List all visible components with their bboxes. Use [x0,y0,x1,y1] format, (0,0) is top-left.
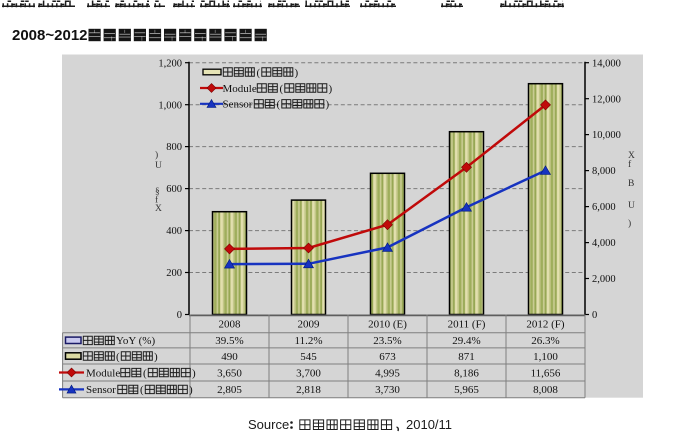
svg-text:YoY (%): YoY (%) [116,335,155,347]
svg-text:): ) [192,367,196,379]
svg-text:2,818: 2,818 [296,384,321,396]
svg-text:): ) [326,99,330,111]
svg-text:8,186: 8,186 [454,367,479,379]
svg-text:Module: Module [223,83,257,95]
svg-text:X: X [155,204,162,214]
svg-text:2,805: 2,805 [217,384,242,396]
svg-text:2011 (F): 2011 (F) [448,318,486,330]
svg-text:): ) [329,83,333,95]
svg-text:): ) [155,150,158,161]
svg-text:14,000: 14,000 [592,58,621,69]
svg-text:3,700: 3,700 [296,367,321,379]
svg-text:4,000: 4,000 [592,238,616,249]
svg-text:): ) [628,218,631,229]
svg-text:600: 600 [166,184,182,195]
svg-text:Source: Source [248,417,289,432]
svg-text:): ) [295,67,299,79]
svg-text:11.2%: 11.2% [294,335,322,347]
svg-text:1,200: 1,200 [158,58,182,69]
svg-text:Sensor: Sensor [223,99,253,111]
svg-text:5,965: 5,965 [454,384,479,396]
svg-text:X: X [628,151,635,161]
svg-text:10,000: 10,000 [592,130,621,141]
svg-text:2010 (E): 2010 (E) [368,318,407,330]
svg-text:2008: 2008 [219,318,242,330]
svg-text:200: 200 [166,268,182,279]
svg-text:490: 490 [221,351,238,363]
svg-text:Sensor: Sensor [86,384,116,396]
svg-text:3,650: 3,650 [217,367,242,379]
svg-text:26.3%: 26.3% [531,335,559,347]
svg-text:f: f [628,159,632,170]
svg-text:2,000: 2,000 [592,274,616,285]
svg-text:1,000: 1,000 [158,100,182,111]
svg-text:11,656: 11,656 [531,367,561,379]
svg-text:(: ( [143,367,147,379]
svg-text:8,008: 8,008 [533,384,558,396]
svg-text:): ) [154,351,158,363]
svg-text:Module: Module [86,367,120,379]
svg-text:2012 (F): 2012 (F) [526,318,565,330]
svg-text:871: 871 [458,351,475,363]
svg-text:545: 545 [300,351,317,363]
svg-text:U: U [155,161,162,171]
svg-text:3,730: 3,730 [375,384,400,396]
svg-text:1,100: 1,100 [533,351,558,363]
svg-text:400: 400 [166,226,182,237]
svg-text:4,995: 4,995 [375,367,400,379]
svg-text:0: 0 [177,310,182,321]
svg-text:12,000: 12,000 [592,94,621,105]
svg-text:39.5%: 39.5% [215,335,243,347]
svg-text:(: ( [280,83,284,95]
svg-text:2010/11: 2010/11 [406,417,452,432]
svg-text:§: § [155,187,160,197]
svg-text:800: 800 [166,142,182,153]
svg-text:8,000: 8,000 [592,166,616,177]
svg-text:23.5%: 23.5% [373,335,401,347]
svg-text:0: 0 [592,310,597,321]
svg-text:(: ( [257,67,261,79]
svg-text:U: U [628,201,635,211]
svg-text:29.4%: 29.4% [452,335,480,347]
svg-text:(: ( [116,351,120,363]
svg-text:6,000: 6,000 [592,202,616,213]
svg-text:): ) [189,384,193,396]
svg-text:(: ( [277,99,281,111]
svg-text:B: B [628,179,634,189]
svg-text:673: 673 [379,351,396,363]
svg-text:f: f [155,195,159,206]
svg-text:2009: 2009 [298,318,321,330]
svg-text:2008~2012: 2008~2012 [12,27,88,44]
svg-text:(: ( [140,384,144,396]
